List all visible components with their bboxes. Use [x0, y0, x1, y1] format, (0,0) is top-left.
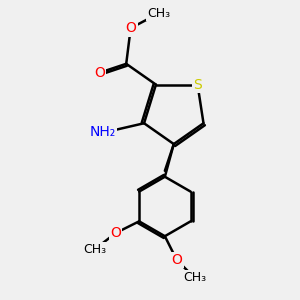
Text: NH₂: NH₂: [89, 125, 116, 139]
Text: O: O: [94, 66, 105, 80]
Text: S: S: [193, 78, 202, 92]
Text: CH₃: CH₃: [183, 271, 206, 284]
Text: CH₃: CH₃: [147, 7, 170, 20]
Text: CH₃: CH₃: [83, 243, 106, 256]
Text: O: O: [125, 21, 136, 35]
Text: O: O: [171, 253, 182, 267]
Text: O: O: [110, 226, 121, 240]
